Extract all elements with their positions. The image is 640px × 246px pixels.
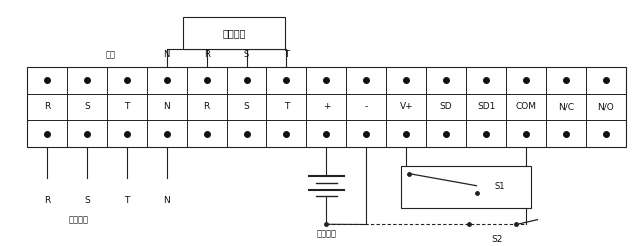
Text: +: +: [323, 102, 330, 111]
Bar: [27, 67, 626, 147]
Text: N: N: [163, 50, 170, 59]
Text: 电梯控制: 电梯控制: [222, 28, 246, 38]
Text: S1: S1: [495, 183, 505, 191]
Text: T: T: [284, 50, 289, 59]
Text: SD1: SD1: [477, 102, 495, 111]
Text: N: N: [163, 196, 170, 205]
Bar: [401, 166, 531, 208]
Text: R: R: [44, 196, 50, 205]
Text: S: S: [244, 50, 249, 59]
Text: -: -: [365, 102, 368, 111]
Text: T: T: [124, 102, 129, 111]
Text: R: R: [204, 50, 209, 59]
Text: COM: COM: [516, 102, 536, 111]
Text: T: T: [124, 196, 129, 205]
Text: 输出: 输出: [106, 50, 116, 59]
Text: N: N: [163, 102, 170, 111]
Text: N/O: N/O: [598, 102, 614, 111]
Text: R: R: [204, 102, 210, 111]
Text: T: T: [284, 102, 289, 111]
Text: SD: SD: [440, 102, 452, 111]
Text: S: S: [84, 196, 90, 205]
Text: N/C: N/C: [558, 102, 574, 111]
Text: S: S: [84, 102, 90, 111]
Bar: [183, 17, 285, 49]
Text: R: R: [44, 102, 50, 111]
Text: V+: V+: [399, 102, 413, 111]
Text: S: S: [244, 102, 250, 111]
Text: 市电输入: 市电输入: [68, 215, 89, 224]
Text: S2: S2: [492, 234, 503, 244]
Text: 电池输入: 电池输入: [316, 230, 337, 239]
